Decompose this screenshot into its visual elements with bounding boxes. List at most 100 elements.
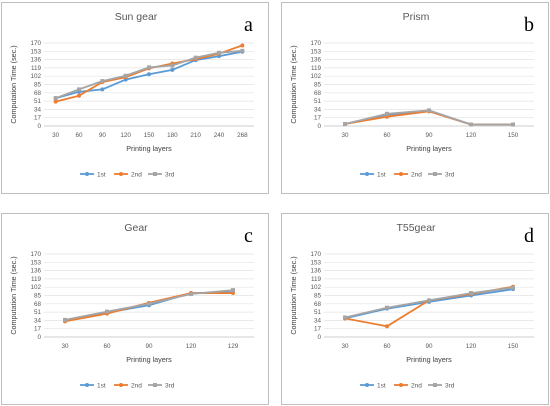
y-tick-label-d-2: 34 — [314, 317, 322, 324]
y-tick-label-a-2: 34 — [34, 106, 42, 113]
legend-label-c-0: 1st — [97, 382, 106, 389]
legend-label-b-2: 3rd — [445, 171, 455, 178]
data-point-c-2-4 — [231, 288, 235, 293]
y-tick-label-d-0: 0 — [317, 334, 321, 341]
x-axis-label-d: Printing layers — [406, 355, 452, 364]
y-tick-label-a-8: 136 — [30, 57, 41, 64]
chart-title-d: T55gear — [396, 222, 436, 234]
y-tick-label-b-5: 85 — [314, 82, 322, 89]
y-tick-label-d-8: 136 — [310, 268, 321, 275]
legend-label-c-2: 3rd — [165, 382, 175, 389]
data-point-c-2-1 — [105, 309, 109, 314]
panel-label-a: a — [244, 14, 253, 36]
data-point-d-2-0 — [343, 315, 347, 320]
x-tick-label-a-2: 90 — [99, 132, 107, 139]
legend-label-d-2: 3rd — [445, 382, 455, 389]
x-tick-label-b-0: 30 — [341, 132, 349, 139]
y-tick-label-b-0: 0 — [317, 123, 321, 130]
y-tick-label-c-3: 51 — [34, 309, 42, 316]
y-tick-label-a-10: 170 — [30, 40, 41, 47]
x-tick-label-a-0: 30 — [52, 132, 60, 139]
x-tick-label-a-3: 120 — [120, 132, 131, 139]
y-tick-label-b-3: 51 — [314, 98, 322, 105]
legend-marker-b-0 — [365, 172, 369, 176]
x-tick-label-b-1: 60 — [383, 132, 391, 139]
data-point-d-2-4 — [511, 285, 515, 290]
y-tick-label-c-5: 85 — [34, 293, 42, 300]
y-tick-label-d-10: 170 — [310, 251, 321, 258]
legend-marker-b-1 — [399, 172, 403, 176]
y-tick-label-a-7: 119 — [31, 65, 42, 72]
legend-marker-a-0 — [85, 172, 89, 176]
y-tick-label-a-3: 51 — [34, 98, 42, 105]
legend-label-d-0: 1st — [377, 382, 386, 389]
y-tick-label-b-8: 136 — [310, 57, 321, 64]
y-tick-label-d-6: 102 — [310, 284, 321, 291]
legend-marker-d-0 — [365, 383, 369, 387]
legend-label-a-1: 2nd — [131, 171, 142, 178]
legend-marker-a-2 — [153, 172, 157, 176]
data-point-a-2-8 — [240, 48, 245, 53]
y-tick-label-c-8: 136 — [30, 268, 41, 275]
y-tick-label-d-7: 119 — [311, 276, 322, 283]
y-axis-label-a: Computation Time (sec.) — [9, 45, 18, 123]
chart-title-a: Sun gear — [115, 11, 158, 23]
y-tick-label-a-6: 102 — [30, 73, 41, 80]
legend-label-d-1: 2nd — [411, 382, 422, 389]
x-tick-label-a-7: 240 — [214, 132, 225, 139]
x-tick-label-b-3: 120 — [466, 132, 477, 139]
data-point-d-2-3 — [469, 291, 473, 296]
y-tick-label-d-5: 85 — [314, 293, 322, 300]
data-point-a-2-0 — [53, 96, 58, 101]
chart-panel-d: T55gear d 0 17 34 51 68 85 102 119 136 153 170 30 60 90… — [281, 213, 549, 405]
y-tick-label-d-9: 153 — [310, 259, 321, 266]
legend-label-a-0: 1st — [97, 171, 106, 178]
y-tick-label-a-9: 153 — [30, 48, 41, 55]
y-tick-label-b-4: 68 — [314, 90, 322, 97]
data-point-c-2-0 — [63, 317, 67, 322]
x-axis-label-c: Printing layers — [126, 355, 172, 364]
data-point-b-2-1 — [385, 111, 389, 116]
x-tick-label-d-1: 60 — [383, 343, 391, 350]
panel-label-b: b — [524, 14, 534, 36]
x-tick-label-d-3: 120 — [466, 343, 477, 350]
y-tick-label-c-4: 68 — [34, 301, 42, 308]
x-tick-label-c-3: 120 — [186, 343, 197, 350]
y-tick-label-d-3: 51 — [314, 309, 322, 316]
x-tick-label-c-4: 129 — [228, 343, 239, 350]
data-point-d-1-1 — [385, 324, 389, 329]
legend-marker-a-1 — [119, 172, 123, 176]
chart-panel-a: Sun gear a 0 17 34 51 68 85 102 119 136 153 170 30 60 9… — [1, 2, 269, 194]
y-tick-label-d-1: 17 — [314, 326, 322, 333]
legend-label-b-0: 1st — [377, 171, 386, 178]
x-tick-label-d-2: 90 — [425, 343, 433, 350]
y-tick-label-b-10: 170 — [310, 40, 321, 47]
data-point-b-2-0 — [343, 122, 347, 127]
y-tick-label-c-0: 0 — [37, 334, 41, 341]
chart-title-b: Prism — [403, 11, 430, 23]
data-point-c-2-2 — [147, 301, 151, 306]
x-tick-label-d-0: 30 — [341, 343, 349, 350]
chart-title-c: Gear — [124, 222, 148, 234]
data-point-b-2-3 — [469, 122, 473, 127]
y-tick-label-a-1: 17 — [34, 115, 42, 122]
data-point-a-0-2 — [100, 87, 105, 92]
legend-label-a-2: 3rd — [165, 171, 175, 178]
data-point-a-0-5 — [170, 67, 175, 72]
panel-label-d: d — [524, 225, 534, 247]
legend-label-c-1: 2nd — [131, 382, 142, 389]
y-tick-label-c-7: 119 — [31, 276, 42, 283]
y-tick-label-c-10: 170 — [30, 251, 41, 258]
data-point-a-2-7 — [217, 50, 221, 55]
legend-marker-c-2 — [153, 383, 157, 387]
y-axis-label-b: Computation Time (sec.) — [289, 45, 298, 123]
data-point-b-2-2 — [427, 108, 431, 113]
y-axis-label-d: Computation Time (sec.) — [289, 256, 298, 334]
data-point-d-2-2 — [427, 298, 431, 303]
legend-label-b-1: 2nd — [411, 171, 422, 178]
x-tick-label-d-4: 150 — [508, 343, 519, 350]
x-axis-label-a: Printing layers — [126, 144, 172, 153]
